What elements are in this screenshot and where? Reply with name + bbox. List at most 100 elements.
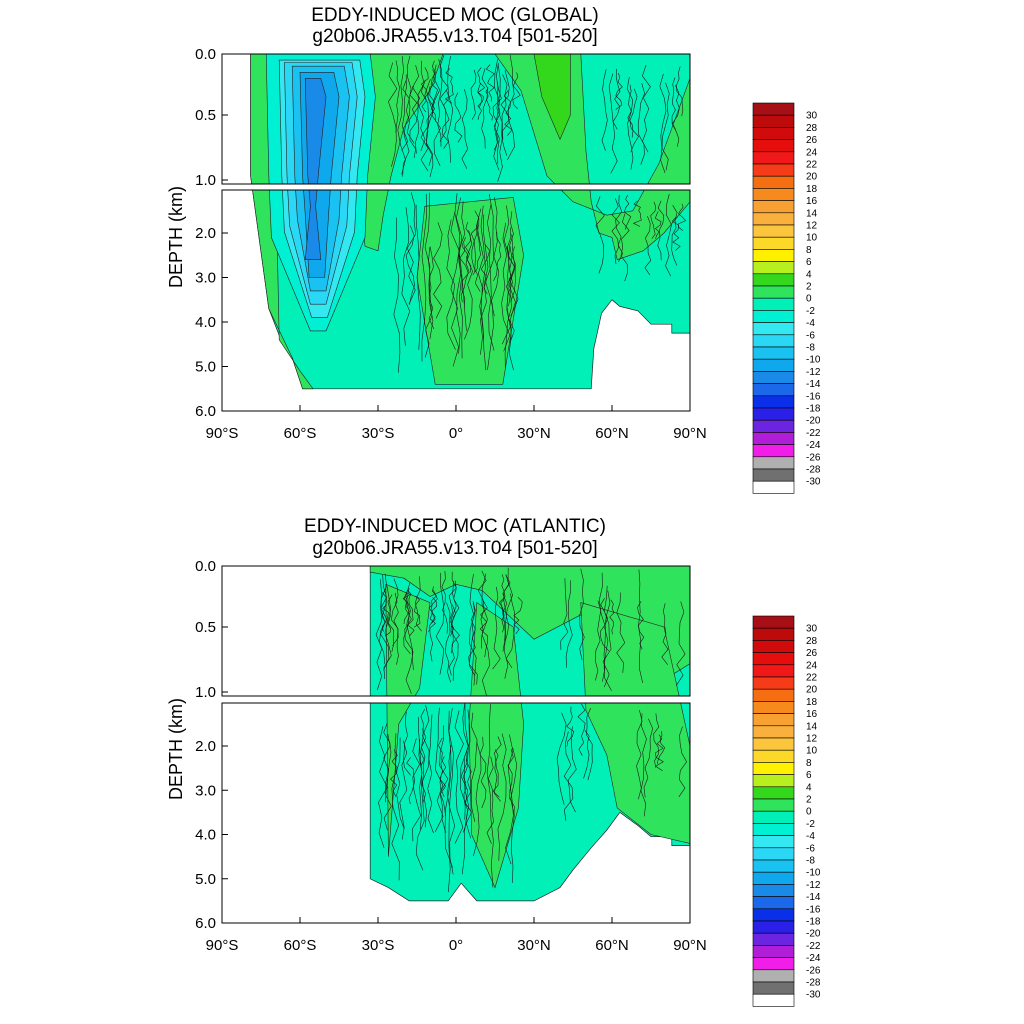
contour-line [567,726,577,813]
colorbar-label: -12 [806,880,821,891]
colorbar-swatch [752,798,795,812]
colorbar-label: 26 [806,135,818,146]
contour-line [615,73,623,110]
colorbar-swatch [752,200,795,214]
x-tick-label: 0° [449,937,463,954]
contour-line [392,578,399,647]
contour-line [401,80,411,151]
contour-line [497,733,507,861]
contour-line [490,197,500,317]
contour-line [626,77,634,170]
contour-line [510,246,519,317]
colorbar-swatch [752,859,795,873]
contour-line [431,64,441,167]
colorbar-label: 18 [806,697,818,708]
contour-line [428,589,438,662]
contour-line [620,213,630,282]
contour-line [464,230,473,340]
contour-line [395,60,400,133]
contour-line [468,601,476,676]
contour-line [421,728,427,804]
contour-line [601,69,608,151]
y-tick-label: 2.0 [195,738,216,755]
colorbar-label: 22 [806,160,818,171]
contour-line [456,197,463,359]
x-tick-label: 30°N [517,425,551,442]
colorbar-label: -6 [806,843,815,854]
contour-line [492,81,502,151]
atlantic-colorbar: 302826242220181614121086420-2-4-6-8-10-1… [752,615,821,1007]
contour-line [507,748,515,815]
contour-line [461,89,469,169]
atlantic-y-axis-label: DEPTH (km) [166,698,186,800]
atlantic-tick-labels: 0.0 0.5 1.0 2.0 3.0 4.0 5.0 6.0 90°S 60°S 30°S 0° 30… [195,558,707,954]
contour-line [650,201,657,239]
colorbar-swatch [752,688,795,702]
contour-line [502,574,509,652]
contour-line [415,739,425,871]
contour-line [454,92,463,143]
contour-line [380,573,390,671]
colorbar-swatch [752,236,795,250]
contour-line [493,231,502,282]
contour-line [421,193,428,362]
colorbar-label: 4 [806,782,812,793]
colorbar-label: -28 [806,465,821,476]
contour-line [406,192,417,305]
contour-line [512,72,521,110]
colorbar-swatch [752,737,795,751]
contour-line [412,738,421,842]
colorbar-label: -26 [806,452,821,463]
contour-line [459,243,469,303]
contour-line [485,64,495,102]
contour-line [505,734,514,865]
contour-line [480,205,487,371]
contour-line [460,703,469,875]
contour-line [409,85,419,159]
contour-line [594,600,602,681]
colorbar-label: 12 [806,221,818,232]
y-tick-label: 2.0 [195,225,216,242]
contour-line [446,744,456,875]
contour-line [434,707,444,833]
global-colorbar: 302826242220181614121086420-2-4-6-8-10-1… [752,102,821,494]
colorbar-swatch [752,444,795,458]
colorbar-label: -6 [806,330,815,341]
colorbar-label: -2 [806,819,815,830]
colorbar-label: 0 [806,294,812,305]
colorbar-swatch [752,383,795,397]
contour-line [507,55,515,160]
positive-region [468,703,524,889]
colorbar-label: -4 [806,318,815,329]
global-tick-labels: 0.0 0.5 1.0 2.0 3.0 4.0 5.0 6.0 90°S 60°S 30°S 0° 30… [195,46,707,442]
contour-line [598,572,606,682]
colorbar-swatch [752,261,795,275]
contour-line [661,603,669,665]
contour-line [636,710,643,800]
colorbar-legends: 302826242220181614121086420-2-4-6-8-10-1… [752,102,821,1007]
contour-line [388,62,398,167]
contour-line [451,580,460,654]
contour-line [579,568,585,661]
colorbar-label: 10 [806,233,818,244]
colorbar-label: -28 [806,978,821,989]
contour-line [640,713,647,817]
contour-line [492,586,501,670]
contour-line [643,718,654,798]
global-moc-panel: EDDY-INDUCED MOC (GLOBAL) g20b06.JRA55.v… [166,5,707,442]
contour-line [577,703,586,756]
colorbar-label: 28 [806,123,818,134]
contour-line [500,598,505,633]
contour-line [391,733,400,881]
contour-line [671,205,678,266]
contour-line [404,588,414,671]
contour-line [425,85,435,177]
colorbar-label: -22 [806,428,821,439]
colorbar-label: 24 [806,660,818,671]
contour-line [381,592,387,632]
colorbar-label: -30 [806,990,821,1001]
colorbar-label: -14 [806,892,821,903]
atlantic-title: EDDY-INDUCED MOC (ATLANTIC) [304,516,606,537]
colorbar-label: 10 [806,746,818,757]
y-tick-label: 0.0 [195,46,216,63]
